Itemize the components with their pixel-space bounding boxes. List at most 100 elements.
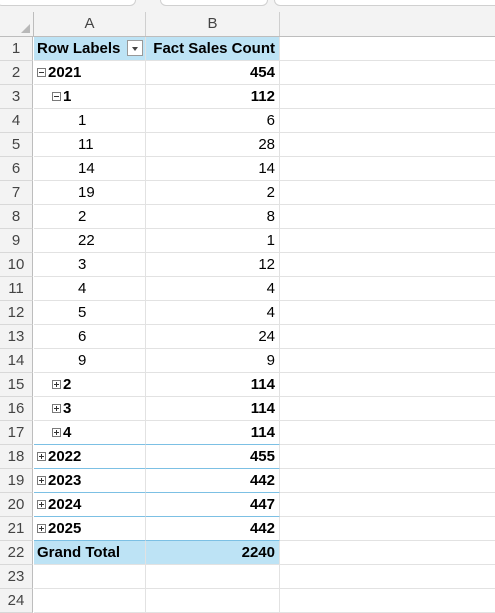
pivot-value-cell[interactable]: 114 [146, 373, 280, 397]
empty-cell[interactable] [34, 589, 146, 613]
empty-cell[interactable] [280, 229, 495, 253]
filter-dropdown-icon[interactable] [127, 40, 143, 56]
row-number[interactable]: 6 [0, 157, 33, 181]
pivot-row-label[interactable]: 5 [34, 301, 146, 325]
grand-total-label[interactable]: Grand Total [34, 541, 146, 565]
formula-bar[interactable] [274, 0, 495, 6]
column-header-a[interactable]: A [34, 12, 146, 36]
pivot-row-label[interactable]: 2 [34, 205, 146, 229]
empty-cell[interactable] [280, 61, 495, 85]
row-number[interactable]: 17 [0, 421, 33, 445]
empty-cell[interactable] [280, 253, 495, 277]
pivot-row-label[interactable]: 2024 [34, 493, 146, 517]
empty-cell[interactable] [280, 325, 495, 349]
empty-cell[interactable] [280, 445, 495, 469]
empty-cell[interactable] [34, 565, 146, 589]
empty-cell[interactable] [280, 205, 495, 229]
row-number[interactable]: 24 [0, 589, 33, 613]
row-number[interactable]: 11 [0, 277, 33, 301]
row-number[interactable]: 15 [0, 373, 33, 397]
empty-cell[interactable] [280, 589, 495, 613]
pivot-value-cell[interactable]: 114 [146, 397, 280, 421]
row-number[interactable]: 8 [0, 205, 33, 229]
row-number[interactable]: 19 [0, 469, 33, 493]
empty-cell[interactable] [280, 469, 495, 493]
expand-plus-icon[interactable] [37, 499, 46, 509]
formula-controls[interactable] [160, 0, 268, 6]
row-number[interactable]: 2 [0, 61, 33, 85]
pivot-value-cell[interactable]: 9 [146, 349, 280, 373]
pivot-value-cell[interactable]: 112 [146, 85, 280, 109]
expand-plus-icon[interactable] [52, 427, 61, 437]
pivot-value-cell[interactable]: 6 [146, 109, 280, 133]
empty-cell[interactable] [280, 493, 495, 517]
empty-cell[interactable] [280, 85, 495, 109]
expand-plus-icon[interactable] [52, 379, 61, 389]
pivot-row-label[interactable]: 2021 [34, 61, 146, 85]
pivot-row-label[interactable]: 6 [34, 325, 146, 349]
pivot-row-label[interactable]: 9 [34, 349, 146, 373]
pivot-row-label[interactable]: 4 [34, 277, 146, 301]
empty-cell[interactable] [280, 133, 495, 157]
pivot-row-label[interactable]: 22 [34, 229, 146, 253]
row-number[interactable]: 21 [0, 517, 33, 541]
pivot-value-cell[interactable]: 28 [146, 133, 280, 157]
pivot-value-cell[interactable]: 2 [146, 181, 280, 205]
pivot-row-label[interactable]: 1 [34, 85, 146, 109]
row-number[interactable]: 13 [0, 325, 33, 349]
pivot-value-cell[interactable]: 455 [146, 445, 280, 469]
row-number[interactable]: 12 [0, 301, 33, 325]
empty-cell[interactable] [280, 157, 495, 181]
empty-cell[interactable] [146, 565, 280, 589]
collapse-minus-icon[interactable] [52, 91, 61, 101]
pivot-row-label[interactable]: 3 [34, 253, 146, 277]
empty-cell[interactable] [280, 421, 495, 445]
row-number[interactable]: 10 [0, 253, 33, 277]
empty-cell[interactable] [280, 373, 495, 397]
expand-plus-icon[interactable] [37, 475, 46, 485]
row-number[interactable]: 4 [0, 109, 33, 133]
row-number[interactable]: 18 [0, 445, 33, 469]
pivot-value-cell[interactable]: 4 [146, 277, 280, 301]
empty-cell[interactable] [280, 397, 495, 421]
empty-cell[interactable] [146, 589, 280, 613]
row-number[interactable]: 3 [0, 85, 33, 109]
pivot-row-label[interactable]: 19 [34, 181, 146, 205]
collapse-minus-icon[interactable] [37, 67, 46, 77]
empty-cell[interactable] [280, 301, 495, 325]
pivot-row-label[interactable]: 11 [34, 133, 146, 157]
pivot-value-cell[interactable]: 1 [146, 229, 280, 253]
pivot-value-cell[interactable]: 454 [146, 61, 280, 85]
empty-cell[interactable] [280, 517, 495, 541]
select-all-corner[interactable] [0, 12, 34, 36]
column-header-b[interactable]: B [146, 12, 280, 36]
pivot-row-label[interactable]: 2022 [34, 445, 146, 469]
row-number[interactable]: 1 [0, 37, 33, 61]
expand-plus-icon[interactable] [52, 403, 61, 413]
expand-plus-icon[interactable] [37, 523, 46, 533]
row-number[interactable]: 9 [0, 229, 33, 253]
pivot-value-cell[interactable]: 447 [146, 493, 280, 517]
empty-cell[interactable] [280, 541, 495, 565]
empty-cell[interactable] [280, 181, 495, 205]
pivot-row-labels-header[interactable]: Row Labels [34, 37, 146, 61]
pivot-row-label[interactable]: 14 [34, 157, 146, 181]
grand-total-value[interactable]: 2240 [146, 541, 280, 565]
pivot-value-cell[interactable]: 4 [146, 301, 280, 325]
row-number[interactable]: 16 [0, 397, 33, 421]
pivot-row-label[interactable]: 3 [34, 397, 146, 421]
pivot-row-label[interactable]: 2023 [34, 469, 146, 493]
pivot-row-label[interactable]: 4 [34, 421, 146, 445]
pivot-value-cell[interactable]: 8 [146, 205, 280, 229]
empty-cell[interactable] [280, 565, 495, 589]
pivot-row-label[interactable]: 2025 [34, 517, 146, 541]
row-number[interactable]: 23 [0, 565, 33, 589]
name-box[interactable] [0, 0, 136, 6]
empty-cell[interactable] [280, 37, 495, 61]
pivot-value-cell[interactable]: 12 [146, 253, 280, 277]
expand-plus-icon[interactable] [37, 451, 46, 461]
empty-cell[interactable] [280, 349, 495, 373]
pivot-value-cell[interactable]: 442 [146, 517, 280, 541]
pivot-row-label[interactable]: 1 [34, 109, 146, 133]
row-number[interactable]: 7 [0, 181, 33, 205]
